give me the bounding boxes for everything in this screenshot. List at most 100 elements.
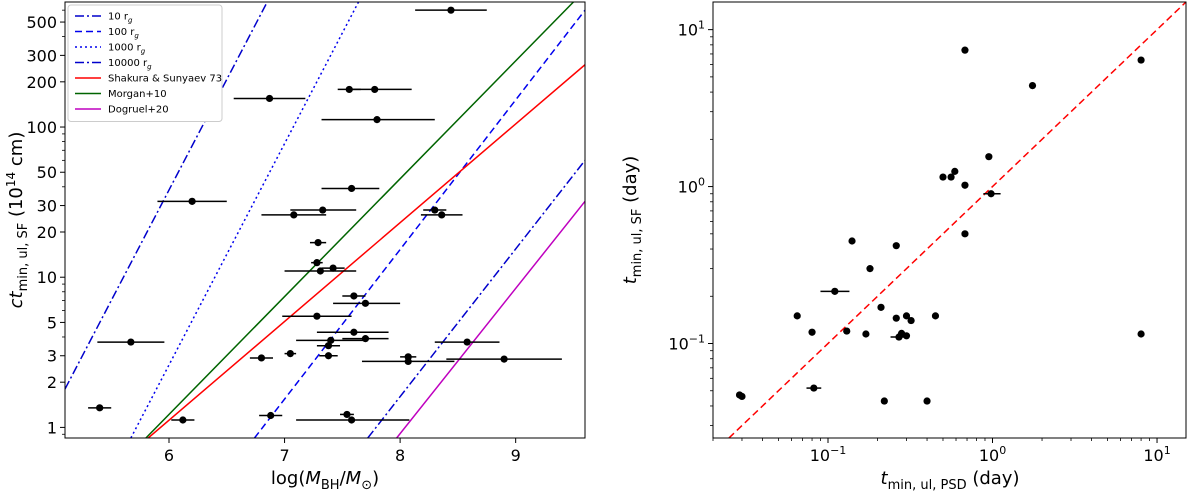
data-point-14 bbox=[877, 303, 885, 311]
right-chart: 10−1 100 101 10−1 100 101 tmin, ul, PSD (day… bbox=[620, 1, 1187, 492]
data-point-8 bbox=[987, 190, 995, 198]
data-point-24 bbox=[902, 332, 911, 340]
data-point-13 bbox=[329, 264, 337, 272]
data-point-20 bbox=[361, 335, 370, 343]
data-point-0 bbox=[961, 46, 969, 54]
model-line-5 bbox=[145, 2, 574, 438]
left-y-axis-label: ctmin, ul, SF (1014 cm) bbox=[4, 132, 31, 309]
y-tick-label-1: 2 bbox=[47, 373, 57, 392]
data-point-5 bbox=[347, 184, 356, 193]
model-line-3 bbox=[367, 159, 585, 438]
data-point-22 bbox=[862, 330, 870, 338]
x-tick-label-2: 8 bbox=[395, 446, 405, 465]
left-x-axis-label: log(MBH/M⊙) bbox=[271, 468, 379, 492]
data-point-18 bbox=[907, 316, 915, 325]
right-y-axis-label: tmin, ul, SF (day) bbox=[620, 156, 645, 285]
data-point-5 bbox=[939, 173, 947, 181]
data-point-16 bbox=[361, 299, 370, 307]
data-point-9 bbox=[961, 230, 969, 238]
y-tick-label-9: 200 bbox=[26, 73, 57, 92]
data-point-19 bbox=[931, 312, 940, 320]
data-point-7 bbox=[961, 181, 969, 189]
data-point-9 bbox=[431, 206, 439, 214]
data-point-2 bbox=[1028, 81, 1037, 90]
y-tick-label-10: 300 bbox=[26, 46, 57, 65]
data-point-30 bbox=[96, 404, 104, 412]
data-point-17 bbox=[902, 312, 911, 320]
data-point-21 bbox=[127, 338, 135, 346]
left-plot-frame bbox=[64, 1, 586, 439]
left-data-points bbox=[88, 6, 562, 424]
y-tick-label-2: 101 bbox=[678, 19, 705, 40]
data-point-0 bbox=[447, 6, 455, 14]
y-tick-label-5: 20 bbox=[37, 223, 57, 242]
data-point-6 bbox=[188, 197, 196, 205]
data-point-3 bbox=[985, 153, 993, 161]
data-point-15 bbox=[350, 292, 358, 300]
right-x-axis-label: tmin, ul, PSD (day) bbox=[881, 468, 1020, 492]
data-point-7 bbox=[319, 206, 327, 214]
data-point-6 bbox=[947, 173, 955, 181]
data-point-29 bbox=[738, 392, 746, 401]
y-tick-label-8: 100 bbox=[26, 118, 57, 137]
model-line-6 bbox=[396, 200, 585, 438]
data-point-29 bbox=[500, 355, 508, 363]
data-point-15 bbox=[793, 312, 801, 320]
left-chart: 6 7 8 9 1 2 3 5 10 20 30 50 100 200 300 500 10 rg 100 r… bbox=[4, 1, 586, 492]
data-point-4 bbox=[373, 116, 381, 124]
data-point-8 bbox=[290, 211, 298, 219]
left-x-ticks: 6 7 8 9 bbox=[164, 438, 521, 465]
legend-label-3: 10000 rg bbox=[108, 58, 152, 71]
y-tick-label-7: 50 bbox=[37, 163, 57, 182]
data-point-34 bbox=[347, 416, 356, 424]
data-point-1 bbox=[1137, 56, 1145, 64]
data-point-12 bbox=[866, 265, 874, 273]
data-point-21 bbox=[843, 327, 851, 335]
data-point-11 bbox=[314, 239, 322, 247]
data-point-26 bbox=[257, 354, 266, 362]
data-point-31 bbox=[179, 416, 187, 424]
model-line-2 bbox=[130, 2, 360, 438]
data-point-18 bbox=[350, 328, 358, 336]
x-tick-label-1: 100 bbox=[979, 444, 1006, 465]
y-tick-label-0: 1 bbox=[47, 418, 57, 437]
legend-label-1: 100 rg bbox=[108, 27, 139, 40]
data-point-10 bbox=[438, 211, 446, 219]
legend-label-2: 1000 rg bbox=[108, 43, 146, 56]
data-point-33 bbox=[343, 410, 351, 419]
legend-label-4: Shakura & Sunyaev 73 bbox=[108, 74, 222, 85]
right-plot-frame bbox=[712, 1, 1187, 439]
y-tick-label-3: 5 bbox=[47, 313, 57, 332]
right-data-points bbox=[735, 46, 1145, 405]
right-reference-line bbox=[727, 2, 1186, 438]
y-tick-label-0: 10−1 bbox=[668, 333, 705, 354]
x-tick-label-2: 101 bbox=[1143, 444, 1170, 465]
data-point-16 bbox=[892, 314, 900, 322]
y-tick-label-2: 3 bbox=[47, 347, 57, 366]
data-point-12 bbox=[313, 259, 321, 267]
left-model-lines bbox=[65, 2, 585, 438]
data-point-26 bbox=[1137, 330, 1145, 338]
model-line-0 bbox=[65, 2, 268, 390]
x-tick-label-0: 10−1 bbox=[810, 444, 847, 465]
right-x-ticks: 10−1 100 101 bbox=[712, 438, 1171, 465]
data-point-19 bbox=[327, 336, 335, 344]
legend-label-5: Morgan+10 bbox=[108, 89, 167, 100]
y-tick-label-6: 30 bbox=[37, 197, 57, 216]
y-tick-label-1: 100 bbox=[678, 176, 705, 197]
data-point-2 bbox=[371, 85, 379, 94]
data-point-14 bbox=[316, 267, 324, 275]
legend-box bbox=[67, 4, 223, 122]
x-tick-label-1: 7 bbox=[279, 446, 289, 465]
model-line-0 bbox=[727, 2, 1186, 438]
data-point-22 bbox=[463, 338, 471, 346]
data-point-30 bbox=[880, 397, 888, 405]
left-legend: 10 rg 100 rg 1000 rg 10000 rg Shakura & Suny… bbox=[67, 4, 223, 122]
model-line-4 bbox=[147, 64, 585, 438]
data-point-27 bbox=[810, 384, 818, 392]
data-point-13 bbox=[831, 287, 839, 295]
legend-label-0: 10 rg bbox=[108, 12, 133, 25]
data-point-25 bbox=[324, 352, 333, 360]
data-point-28 bbox=[404, 357, 412, 366]
